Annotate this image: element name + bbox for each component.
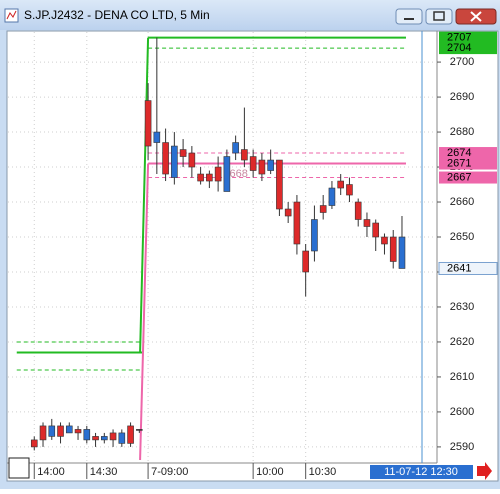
candle-body — [346, 184, 353, 196]
candle-body — [319, 205, 327, 213]
maximize-glyph — [433, 11, 445, 21]
candle-body — [389, 236, 397, 262]
maximize-button[interactable] — [425, 8, 453, 25]
y-tick-label: 2610 — [450, 371, 474, 383]
candle-body — [179, 149, 187, 157]
price-box-label: 2707 — [447, 32, 471, 44]
price-box-label: 2674 — [447, 147, 471, 159]
price-box-label: 2667 — [447, 171, 471, 183]
candle-body — [311, 219, 318, 252]
y-tick-label: 2600 — [450, 406, 474, 418]
candle-body — [39, 425, 47, 441]
candle-body — [188, 152, 196, 168]
candle-body — [101, 436, 108, 441]
x-tick-label: 10:30 — [309, 466, 337, 478]
price-box — [439, 31, 497, 44]
plot: 2590260026102620263026402650266026702680… — [8, 31, 498, 479]
candle-body — [74, 429, 82, 434]
level-step — [139, 163, 150, 461]
y-tick-label: 2680 — [450, 126, 474, 138]
x-tick-label: 14:30 — [90, 466, 118, 478]
candle-body — [30, 439, 38, 448]
current-time-label: 11-07-12 12:30 — [384, 466, 458, 478]
candle-body — [258, 159, 266, 175]
candle-body — [223, 156, 231, 192]
current-time-box — [370, 465, 473, 479]
x-tick-label: 14:00 — [37, 466, 65, 478]
y-tick-label: 2620 — [450, 336, 474, 348]
candle-body — [136, 429, 143, 431]
window-title: S.JP.J2432 - DENA CO LTD, 5 Min — [24, 8, 210, 22]
candle-body — [109, 432, 117, 441]
price-box — [439, 171, 497, 184]
candle-body — [363, 219, 371, 227]
candle-body — [57, 425, 64, 437]
candle-body — [118, 432, 126, 444]
candle-body — [83, 429, 91, 441]
candle-body — [214, 166, 222, 182]
candle-body — [153, 131, 161, 143]
candle-body — [249, 156, 257, 171]
corner-box[interactable] — [8, 457, 30, 479]
candle-body — [127, 425, 134, 444]
candle-body — [65, 425, 73, 434]
scroll-arrow[interactable] — [477, 462, 492, 480]
price-box-label: 2704 — [447, 42, 471, 54]
y-tick-label: 2690 — [450, 91, 474, 103]
candle-body — [92, 436, 99, 441]
y-tick-label: 2630 — [450, 301, 474, 313]
candle-body — [171, 145, 178, 178]
candle-body — [48, 425, 56, 437]
current-price-label: 2641 — [447, 262, 471, 274]
window-icon-glyph — [6, 10, 17, 20]
y-tick-label: 2700 — [450, 56, 474, 68]
candle-body — [162, 142, 169, 175]
candle-body — [337, 180, 344, 189]
candle-body — [206, 173, 213, 182]
y-tick-label: 2660 — [450, 196, 474, 208]
candle-body — [381, 236, 388, 245]
y-tick-label: 2590 — [450, 441, 474, 453]
candle-body — [302, 250, 309, 273]
candle-body — [354, 201, 362, 220]
y-tick-label: 2650 — [450, 231, 474, 243]
price-box — [439, 42, 497, 55]
current-price-box — [438, 261, 498, 275]
candle-body — [276, 159, 283, 210]
candle-body — [197, 173, 204, 182]
candle-body — [267, 159, 274, 171]
price-box — [439, 147, 497, 160]
chart-area — [6, 30, 499, 482]
candle-body — [144, 100, 152, 147]
candle-body — [372, 222, 380, 238]
x-tick-label: 10:00 — [256, 466, 284, 478]
candle-body — [284, 208, 292, 217]
candle-body — [293, 201, 301, 245]
candle-body — [241, 149, 248, 161]
level-step — [139, 37, 150, 353]
price-box — [439, 157, 497, 170]
price-box-label: 2671 — [447, 157, 471, 169]
minimize-button[interactable] — [395, 8, 423, 25]
close-glyph — [470, 11, 482, 22]
candle-body — [232, 142, 239, 154]
candle-body — [328, 187, 336, 206]
x-tick-label: 7-09:00 — [151, 466, 188, 478]
candle-body — [398, 236, 406, 269]
